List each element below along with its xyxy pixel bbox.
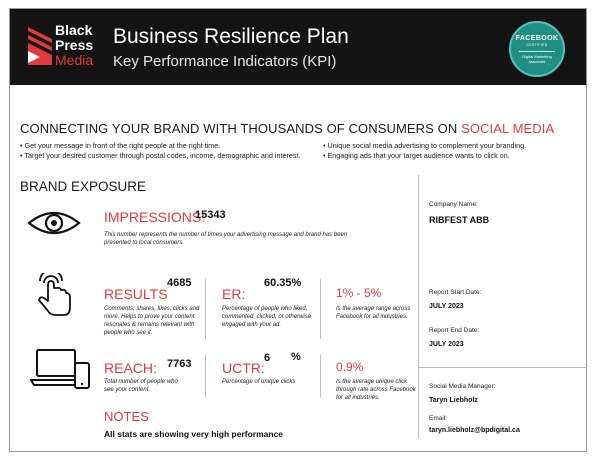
logo-line-media: Media (55, 52, 94, 68)
er-number: 60.35 (264, 277, 292, 289)
connect-bullet-4: • Engaging ads that your target audience… (323, 151, 510, 160)
er-value: 60.35% (264, 277, 301, 289)
social-media-manager-value: Taryn Liebholz (429, 397, 478, 404)
reach-divider (205, 355, 206, 397)
reach-description: Total number of people who see your cont… (104, 379, 178, 393)
er-average-range: 1% - 5% (336, 286, 382, 300)
badge-divider (519, 51, 555, 52)
notes-heading: NOTES (104, 409, 149, 424)
facebook-certified-badge: FACEBOOK CERTIFIED Digital Marketing Ass… (509, 21, 565, 77)
social-media-manager-label: Social Media Manager: (429, 383, 496, 390)
connect-bullet-1: • Get your message in front of the right… (20, 141, 221, 150)
eye-icon (27, 211, 81, 235)
uctr-label: UCTR: (222, 360, 265, 376)
black-press-logo-icon (28, 27, 52, 65)
company-name-value: RIBFEST ABB (429, 215, 490, 225)
report-start-date-value: JULY 2023 (429, 303, 464, 310)
connect-bullet-2: • Target your desired customer through p… (20, 151, 301, 160)
results-description: Comments, shares, likes, clicks and more… (104, 306, 200, 336)
brand-exposure-heading: BRAND EXPOSURE (20, 179, 147, 194)
company-name-label: Company Name: (429, 201, 478, 208)
report-start-date-label: Report Start Date: (429, 289, 482, 296)
connect-heading: CONNECTING YOUR BRAND WITH THOUSANDS OF … (20, 121, 554, 136)
results-label: RESULTS (104, 286, 168, 302)
logo-wordmark: Black Press Media (55, 23, 93, 68)
uctr-value: 6 (264, 352, 271, 364)
side-panel-divider (419, 367, 587, 368)
email-label: Email: (429, 415, 448, 422)
er-label: ER: (222, 286, 246, 302)
connect-bullet-3: • Unique social media advertising to com… (323, 141, 527, 150)
reach-value: 7763 (167, 358, 192, 370)
connect-heading-main: CONNECTING YOUR BRAND WITH THOUSANDS OF … (20, 121, 458, 136)
logo-line-press: Press (55, 37, 94, 53)
report-header: Black Press Media Business Resilience Pl… (10, 9, 586, 85)
badge-brand: FACEBOOK (515, 35, 559, 42)
uctr-average-description: Is the average unique click through rate… (336, 379, 416, 401)
uctr-description: Percentage of unique clicks (222, 379, 296, 385)
logo-line-black: Black (55, 22, 93, 38)
uctr-unit: % (291, 351, 301, 363)
er-average-description: Is the average range across Facebook for… (336, 306, 411, 320)
notes-text: All stats are showing very high performa… (104, 429, 284, 439)
reach-label: REACH: (104, 360, 157, 376)
badge-certified: CERTIFIED (526, 43, 548, 47)
connect-heading-accent: SOCIAL MEDIA (461, 121, 555, 136)
page-subtitle: Key Performance Indicators (KPI) (113, 53, 337, 70)
report-end-date-label: Report End Date: (429, 327, 480, 334)
er-description: Percentage of people who liked, commente… (222, 306, 312, 328)
impressions-description: This number represents the number of tim… (104, 232, 348, 246)
badge-role-line1: Digital Marketing (522, 54, 552, 59)
report-end-date-value: JULY 2023 (429, 341, 464, 348)
email-value[interactable]: taryn.liebholz@bpdigital.ca (429, 427, 520, 434)
uctr-average: 0.9% (336, 360, 364, 374)
report-details-panel: Company Name: RIBFEST ABB Report Start D… (418, 175, 587, 439)
devices-icon (30, 349, 90, 389)
tap-hand-icon (38, 273, 71, 316)
impressions-label: IMPRESSIONS: (104, 209, 206, 225)
badge-role-line2: Associate (528, 59, 546, 64)
uctr-divider (320, 355, 321, 397)
kpi-report-page: Black Press Media Business Resilience Pl… (9, 8, 587, 452)
er-divider (320, 279, 321, 339)
page-title: Business Resilience Plan (113, 25, 349, 48)
impressions-value: 15343 (195, 209, 226, 221)
er-unit: % (291, 277, 302, 289)
results-divider (205, 279, 206, 339)
results-value: 4685 (167, 277, 192, 289)
